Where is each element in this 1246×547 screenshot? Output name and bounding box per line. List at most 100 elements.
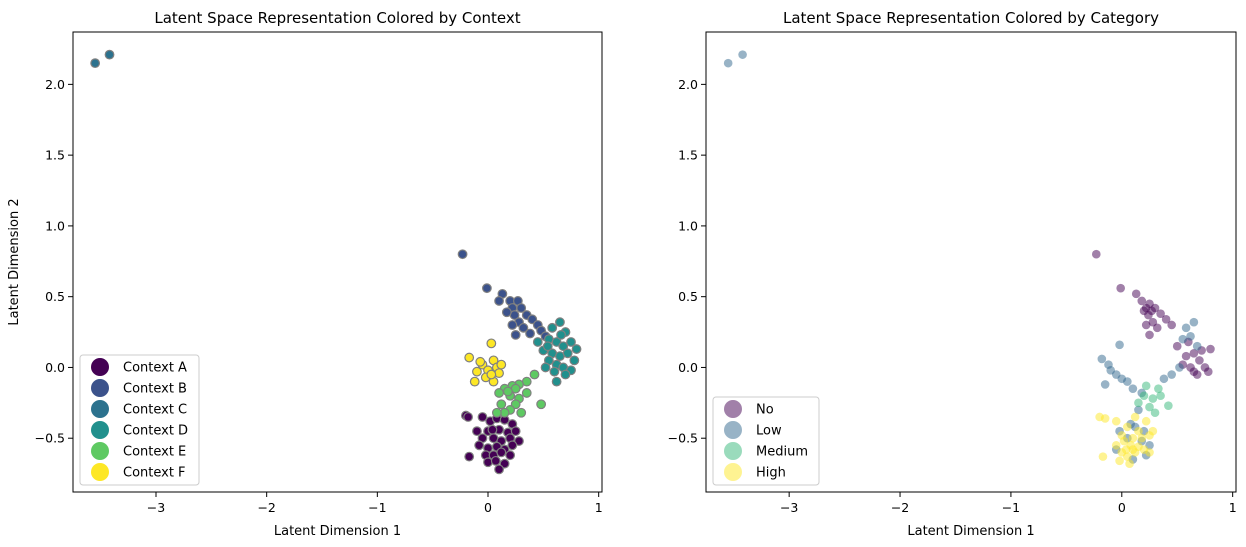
data-point — [1141, 320, 1151, 330]
x-tick-label: −2 — [891, 500, 909, 515]
data-point — [1175, 363, 1184, 372]
data-point — [542, 341, 553, 352]
data-point — [491, 407, 502, 418]
y-tick-label: 1.5 — [45, 148, 65, 163]
data-point — [1167, 320, 1176, 330]
data-point — [1115, 340, 1124, 350]
data-point — [490, 455, 501, 466]
legend-label: High — [756, 466, 786, 481]
data-point — [1164, 401, 1173, 410]
data-point — [487, 424, 498, 435]
data-point — [1167, 370, 1176, 379]
data-point — [1159, 374, 1169, 384]
data-point — [516, 407, 527, 418]
data-point — [510, 426, 521, 437]
legend-box — [79, 354, 200, 486]
legend-label: Context A — [123, 361, 187, 376]
data-point — [1100, 414, 1110, 423]
legend-marker — [724, 400, 742, 418]
data-point — [1128, 445, 1138, 454]
legend-label: No — [756, 403, 774, 418]
data-point — [501, 307, 512, 318]
data-point — [463, 412, 473, 422]
data-point — [1181, 323, 1191, 333]
data-point — [1156, 309, 1165, 318]
data-point — [1130, 412, 1140, 422]
data-point — [104, 49, 115, 60]
data-point — [505, 450, 516, 461]
data-point — [496, 447, 507, 458]
data-point — [1203, 367, 1213, 376]
data-point — [1128, 433, 1138, 443]
chart-title: Latent Space Representation Colored by C… — [783, 9, 1159, 27]
data-point — [529, 369, 540, 380]
data-point — [723, 58, 733, 68]
data-point — [1186, 332, 1195, 341]
data-point — [1117, 431, 1127, 440]
legend-marker — [91, 463, 109, 481]
y-tick-label: 0.0 — [45, 360, 65, 375]
data-point — [483, 457, 493, 468]
data-point — [1134, 398, 1143, 408]
data-point — [558, 341, 569, 352]
data-point — [469, 376, 480, 387]
data-point — [547, 322, 558, 333]
x-tick-label: 1 — [595, 500, 603, 515]
data-point — [457, 249, 468, 260]
data-point — [1123, 452, 1132, 461]
data-point — [1141, 381, 1151, 391]
data-point — [464, 451, 475, 462]
data-point — [1115, 456, 1124, 466]
data-point — [1152, 323, 1162, 333]
data-point — [1156, 391, 1165, 401]
x-tick-label: 0 — [484, 500, 492, 515]
legend-box — [712, 396, 820, 486]
data-point — [1178, 334, 1188, 344]
data-point — [1131, 289, 1141, 299]
chart-by-context: Latent Space Representation Colored by C… — [7, 9, 603, 539]
data-point — [536, 399, 547, 410]
y-tick-label: 1.0 — [45, 218, 65, 233]
data-point — [1148, 426, 1158, 436]
data-point — [525, 328, 535, 339]
data-point — [1125, 459, 1134, 468]
legend-marker — [724, 463, 742, 481]
data-point — [1098, 452, 1108, 461]
data-point — [518, 322, 529, 333]
data-point — [472, 426, 482, 437]
data-point — [510, 329, 521, 340]
data-point — [1091, 249, 1101, 259]
x-tick-label: 1 — [1229, 500, 1237, 515]
data-point — [1128, 384, 1138, 393]
x-axis-label: Latent Dimension 1 — [907, 524, 1034, 539]
data-point — [486, 338, 497, 349]
data-point — [1189, 367, 1199, 376]
legend-label: Context F — [123, 466, 186, 481]
chart-title: Latent Space Representation Colored by C… — [154, 9, 520, 27]
x-tick-label: −1 — [368, 500, 386, 515]
data-point — [477, 412, 488, 422]
data-point — [1195, 356, 1204, 365]
data-point — [540, 362, 551, 373]
data-point — [571, 344, 582, 354]
data-point — [562, 348, 573, 359]
data-point — [566, 337, 576, 347]
data-point — [1161, 315, 1171, 324]
data-point — [1147, 306, 1157, 316]
data-point — [1111, 416, 1121, 426]
legend-marker — [724, 442, 742, 460]
data-point — [1100, 380, 1110, 389]
data-point — [494, 464, 504, 475]
y-tick-label: 2.0 — [45, 77, 65, 92]
y-tick-label: 1.0 — [678, 218, 698, 233]
legend-label: Context B — [123, 382, 187, 397]
legend-label: Medium — [756, 445, 808, 460]
legend-label: Context C — [123, 403, 187, 418]
legend-label: Context E — [123, 445, 186, 460]
legend-marker — [91, 358, 109, 376]
data-point — [494, 388, 504, 398]
data-point — [494, 296, 504, 306]
data-point — [1137, 296, 1147, 306]
